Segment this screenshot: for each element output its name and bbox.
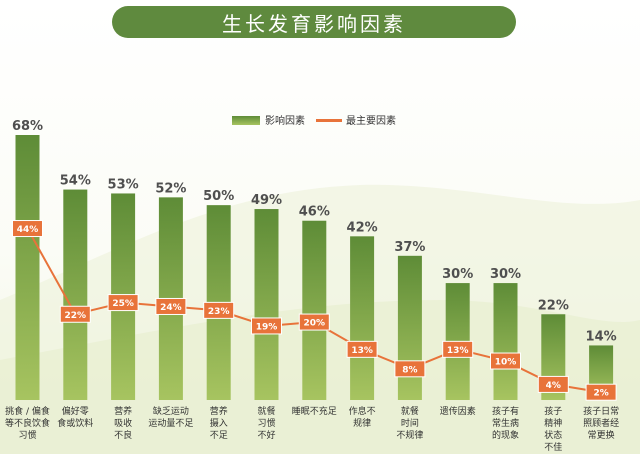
line-marker — [203, 301, 235, 319]
bar-value-label: 53% — [108, 177, 139, 192]
line-value-label: 2% — [593, 389, 608, 399]
line-marker — [12, 220, 43, 238]
line-value-label: 24% — [160, 303, 182, 313]
line-value-label: 19% — [256, 322, 278, 332]
category-label: 遗传因素 — [440, 405, 476, 417]
line-value-label: 13% — [447, 346, 469, 356]
category-label: 孩子有 — [492, 405, 519, 417]
line-value-label: 44% — [17, 225, 39, 235]
legend-swatch-bar — [232, 116, 260, 125]
line-marker — [490, 352, 521, 370]
bar — [397, 255, 422, 400]
category-label: 营养 — [210, 405, 228, 417]
page-title: 生长发育影响因素 — [112, 6, 516, 38]
category-label: 不好 — [257, 429, 275, 441]
line-marker — [155, 297, 187, 315]
line-marker — [107, 294, 139, 312]
line-value-label: 20% — [304, 319, 326, 329]
category-label: 作息不 — [349, 405, 376, 417]
category-label: 不良 — [114, 429, 132, 441]
line-marker — [585, 383, 617, 401]
category-label: 规律 — [353, 417, 371, 429]
category-label: 时间 — [401, 417, 419, 429]
legend-swatch-line — [316, 119, 342, 122]
line-markers: 44% 22% 25% 24% 23% 19% 20% 13% 8% 13% 10% 4% 2% — [12, 220, 617, 401]
category-label: 习惯 — [257, 417, 275, 429]
category-label: 就餐 — [401, 405, 419, 417]
line-marker — [59, 305, 91, 323]
category-label: 照顾者经 — [583, 417, 619, 429]
bar-value-label: 42% — [347, 220, 378, 235]
category-label: 营养 — [114, 405, 132, 417]
legend: 影响因素 最主要因素 — [232, 114, 396, 127]
category-label: 不佳 — [544, 441, 562, 453]
line-marker — [442, 340, 474, 358]
category-label: 常生病 — [492, 417, 519, 429]
bar — [350, 236, 375, 400]
bar — [63, 189, 88, 400]
line-marker — [298, 313, 330, 331]
category-label: 缺乏运动 — [153, 405, 189, 417]
category-label: 运动量不足 — [148, 418, 193, 429]
category-label: 常更换 — [588, 429, 615, 441]
line-marker — [251, 317, 282, 335]
category-label: 精神 — [544, 417, 562, 429]
category-label: 吸收 — [114, 417, 132, 429]
category-label: 等不良饮食 — [5, 417, 50, 429]
category-label: 习惯 — [18, 429, 36, 441]
category-label: 挑食 / 偏食 — [5, 405, 50, 417]
legend-label-bar: 影响因素 — [265, 114, 305, 127]
category-label: 不足 — [210, 430, 228, 441]
line-marker — [394, 360, 426, 378]
bar — [302, 220, 327, 400]
bar-value-label: 37% — [394, 240, 425, 255]
bar-value-label: 50% — [203, 189, 234, 204]
category-label: 就餐 — [257, 405, 275, 417]
legend-label-line: 最主要因素 — [346, 114, 396, 127]
line-value-label: 4% — [546, 381, 561, 391]
category-label: 的现象 — [492, 429, 519, 441]
bar-value-label: 68% — [12, 119, 43, 134]
category-labels: 挑食 / 偏食等不良饮食习惯偏好零食或饮料营养吸收不良缺乏运动运动量不足营养摄入… — [5, 405, 619, 453]
category-label: 孩子 — [544, 405, 562, 417]
category-label: 不规律 — [396, 429, 423, 441]
line-value-label: 22% — [65, 311, 87, 321]
bar-value-label: 46% — [299, 205, 330, 220]
line-value-label: 23% — [208, 307, 230, 317]
category-label: 孩子日常 — [583, 405, 619, 417]
bar-value-label: 30% — [442, 267, 473, 282]
line-value-label: 8% — [402, 365, 417, 375]
bar-value-label: 30% — [490, 267, 521, 282]
category-label: 摄入 — [210, 417, 228, 429]
bar — [493, 283, 518, 400]
line-value-label: 13% — [351, 346, 373, 356]
bar — [254, 209, 279, 400]
category-label: 食或饮料 — [57, 417, 93, 429]
bar-value-label: 52% — [155, 181, 186, 196]
bar-group: 68% 54% 53% 52% 50% 49% 46% 42% 37% 30% 30% 22% 14% — [12, 119, 617, 400]
bar-value-label: 22% — [538, 298, 569, 313]
line-value-label: 10% — [495, 358, 517, 368]
category-label: 偏好零 — [62, 405, 89, 417]
category-label: 睡眠不充足 — [292, 405, 337, 417]
bar-value-label: 54% — [60, 174, 91, 189]
bar-value-label: 14% — [586, 329, 617, 344]
line-marker — [346, 340, 378, 358]
bar — [15, 135, 40, 400]
line-value-label: 25% — [112, 299, 134, 309]
bar-value-label: 49% — [251, 193, 282, 208]
category-label: 状态 — [544, 429, 562, 441]
line-marker — [537, 375, 569, 393]
